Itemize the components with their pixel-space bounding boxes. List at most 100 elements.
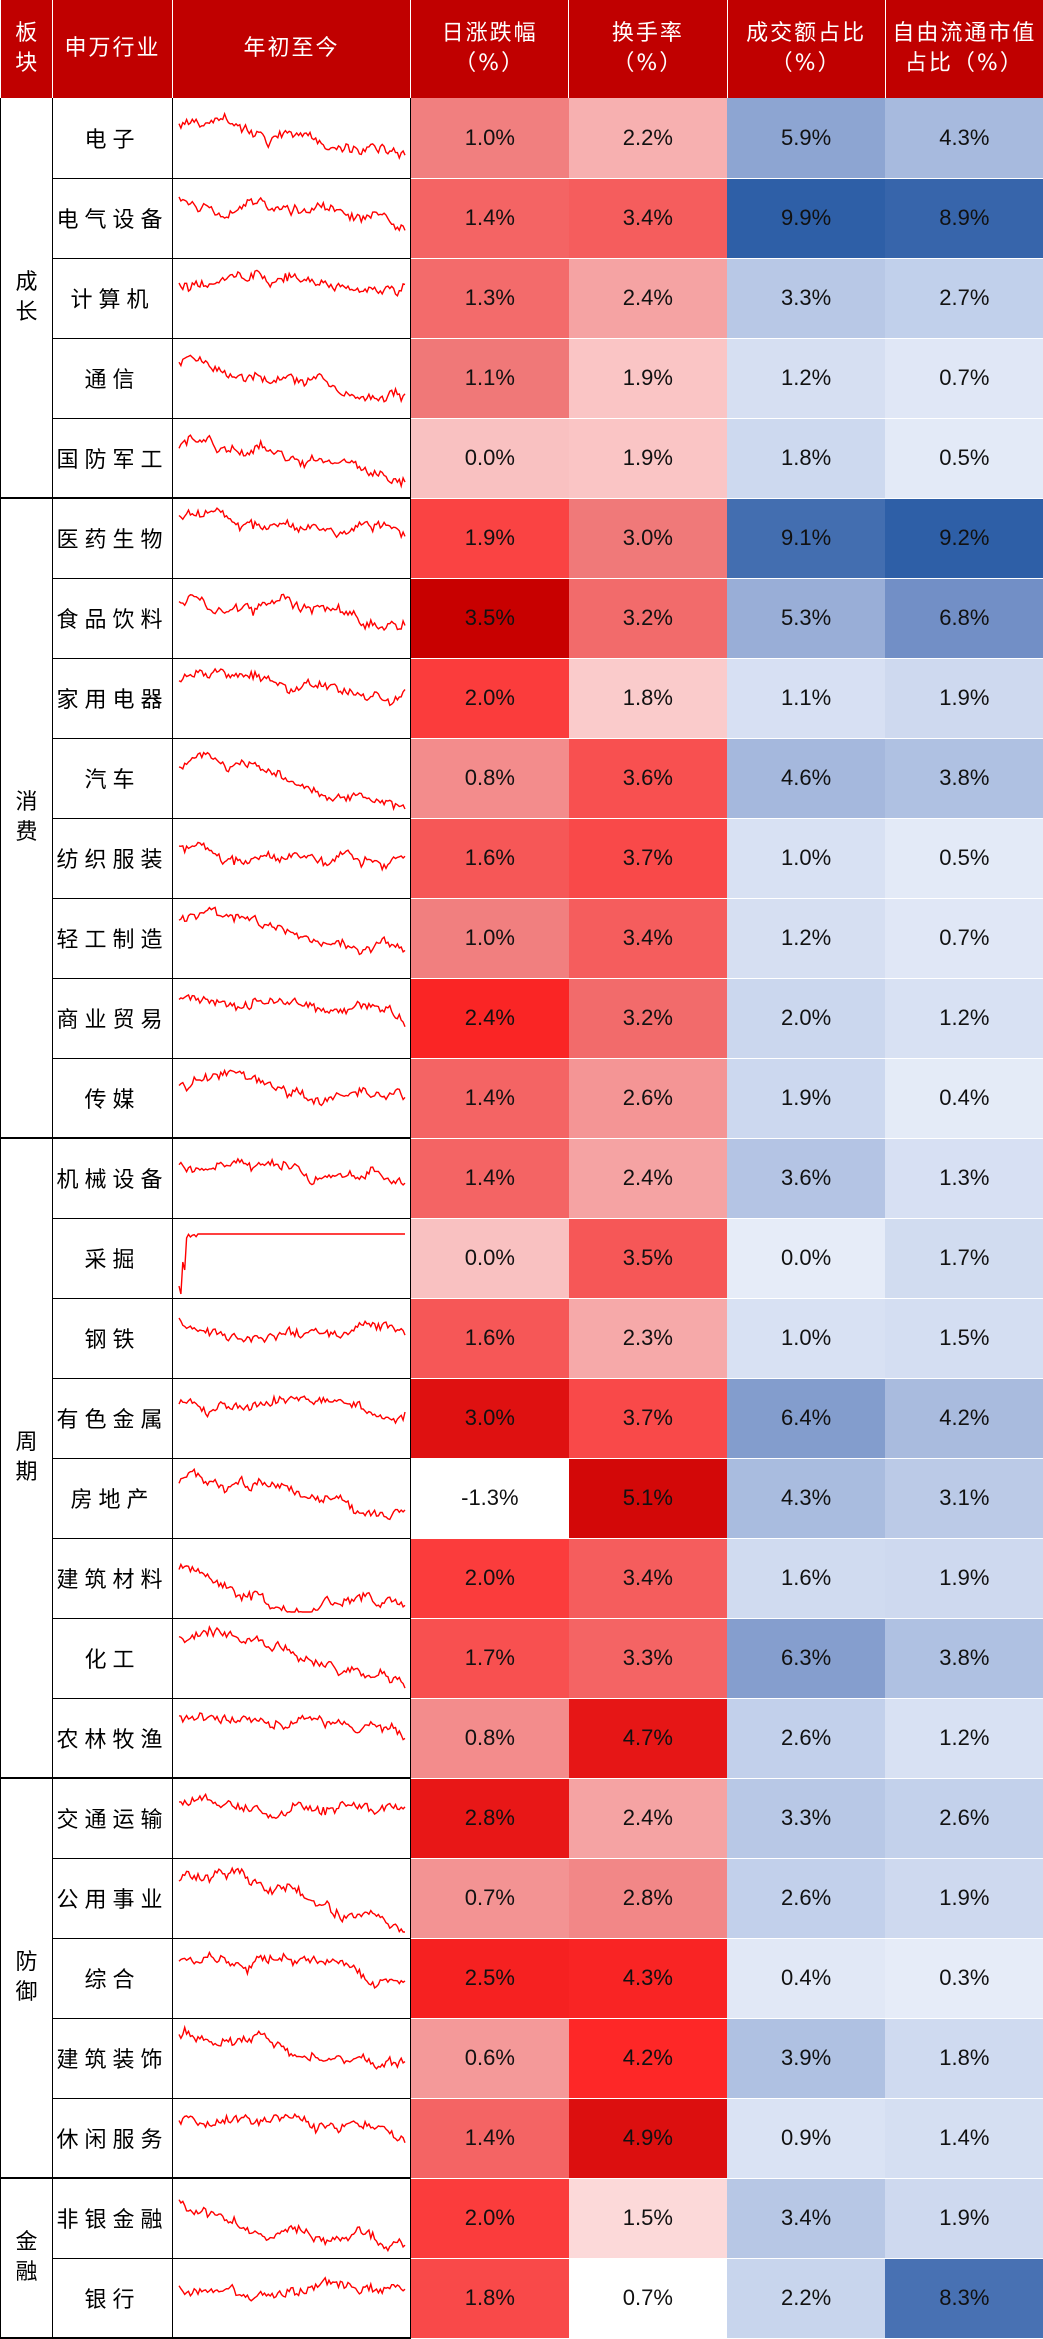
float-cap-share-cell: 2.7% [885, 258, 1043, 339]
ytd-sparkline [172, 1458, 411, 1539]
industry-name: 采掘 [52, 1218, 173, 1299]
header-turnover-line1: 换手率 [611, 21, 684, 46]
sparkline-line [178, 1950, 405, 1990]
ytd-sparkline [172, 1538, 411, 1619]
float-cap-share-cell: 1.9% [885, 658, 1043, 739]
sparkline-line [177, 1232, 405, 1295]
sparkline-svg [177, 196, 406, 232]
sparkline-line [178, 751, 406, 812]
sparkline-svg [178, 906, 405, 956]
volume-share-cell: 5.3% [727, 578, 886, 659]
sparkline-svg [177, 1562, 405, 1613]
daily-change-cell: 1.0% [410, 98, 569, 179]
volume-share-cell: 2.2% [727, 2258, 886, 2339]
turnover-cell: 2.3% [568, 1298, 727, 1379]
turnover-cell: 3.0% [568, 498, 727, 579]
sparkline-svg [178, 507, 406, 540]
volume-share-cell: 3.6% [727, 1138, 886, 1219]
float-cap-share-cell: 1.4% [885, 2098, 1043, 2179]
daily-change-cell: 2.5% [410, 1938, 569, 2019]
sparkline-line [177, 269, 405, 298]
daily-change-cell: 3.5% [410, 578, 569, 659]
sparkline-svg [178, 1625, 406, 1689]
industry-name: 有色金属 [52, 1378, 173, 1459]
header-sector: 板块 [0, 0, 53, 98]
turnover-cell: 3.7% [568, 818, 727, 899]
sparkline-svg [178, 751, 406, 812]
ytd-sparkline [172, 1058, 411, 1139]
sparkline-line [177, 2275, 405, 2302]
float-cap-share-cell: 4.2% [885, 1378, 1043, 1459]
sparkline-svg [178, 1793, 406, 1820]
sparkline-svg [177, 1232, 405, 1295]
daily-change-cell: 1.4% [410, 1138, 569, 1219]
float-cap-share-cell: 1.5% [885, 1298, 1043, 1379]
header-volume-share-line2: （%） [770, 51, 842, 76]
table-row: 消费医药生物 1.9% 3.0% 9.1% 9.2% [0, 498, 1043, 1139]
ytd-sparkline [172, 578, 411, 659]
float-cap-share-cell: 0.7% [885, 338, 1043, 419]
float-cap-share-cell: 8.3% [885, 2258, 1043, 2339]
sector-label: 消费 [0, 498, 53, 1139]
industry-name: 钢铁 [52, 1298, 173, 1379]
float-cap-share-cell: 8.9% [885, 178, 1043, 259]
volume-share-cell: 2.6% [727, 1698, 886, 1779]
sparkline-line [178, 1068, 406, 1107]
sector-name: 金融 [15, 2230, 38, 2285]
volume-share-cell: 0.0% [727, 1218, 886, 1299]
turnover-cell: 0.7% [568, 2258, 727, 2339]
turnover-cell: 3.7% [568, 1378, 727, 1459]
ytd-sparkline [172, 2018, 411, 2099]
industry-name: 商业贸易 [52, 978, 173, 1059]
volume-share-cell: 9.9% [727, 178, 886, 259]
sparkline-line [178, 667, 406, 707]
turnover-cell: 3.5% [568, 1218, 727, 1299]
table-row: 房地产 -1.3% 5.1% 4.3% 3.1% [1, 1458, 1043, 1539]
sparkline-line [177, 433, 406, 489]
table-row: 采掘 0.0% 3.5% 0.0% 1.7% [1, 1218, 1043, 1299]
table-row: 汽车 0.8% 3.6% 4.6% 3.8% [1, 738, 1043, 819]
daily-change-cell: 1.6% [410, 818, 569, 899]
daily-change-cell: 2.4% [410, 978, 569, 1059]
float-cap-share-cell: 3.1% [885, 1458, 1043, 1539]
ytd-sparkline [172, 498, 411, 579]
ytd-sparkline [172, 258, 411, 339]
float-cap-share-cell: 0.5% [885, 818, 1043, 899]
volume-share-cell: 1.6% [727, 1538, 886, 1619]
volume-share-cell: 1.2% [727, 338, 886, 419]
ytd-sparkline [172, 178, 411, 259]
volume-share-cell: 3.9% [727, 2018, 886, 2099]
ytd-sparkline [172, 658, 411, 739]
ytd-sparkline [172, 1778, 411, 1859]
float-cap-share-cell: 0.5% [885, 418, 1043, 499]
turnover-cell: 2.2% [568, 98, 727, 179]
sector-name: 消费 [15, 790, 38, 845]
table-row: 计算机 1.3% 2.4% 3.3% 2.7% [1, 258, 1043, 339]
daily-change-cell: 2.0% [410, 1538, 569, 1619]
table-row: 农林牧渔 0.8% 4.7% 2.6% 1.2% [1, 1698, 1043, 1779]
float-cap-share-cell: 1.8% [885, 2018, 1043, 2099]
sparkline-svg [178, 593, 406, 632]
volume-share-cell: 2.6% [727, 1858, 886, 1939]
table-row: 化工 1.7% 3.3% 6.3% 3.8% [1, 1618, 1043, 1699]
sparkline-line [177, 1317, 406, 1344]
sector-label: 周期 [0, 1138, 53, 1779]
header-float-cap-share-line1: 自由流通市值 [892, 21, 1037, 46]
turnover-cell: 1.8% [568, 658, 727, 739]
sparkline-line [177, 1394, 406, 1425]
sparkline-svg [177, 1467, 405, 1521]
industry-name: 电子 [52, 98, 173, 179]
sector-label: 防御 [0, 1778, 53, 2179]
table-row: 金融非银金融 2.0% 1.5% 3.4% 1.9% [0, 2178, 1043, 2339]
sparkline-line [177, 1157, 405, 1187]
sparkline-line [177, 2024, 405, 2070]
table-row: 传媒 1.4% 2.6% 1.9% 0.4% [1, 1058, 1043, 1139]
header-turnover-line2: （%） [612, 51, 684, 76]
volume-share-cell: 1.9% [727, 1058, 886, 1139]
table-row: 银行 1.8% 0.7% 2.2% 8.3% [1, 2258, 1043, 2339]
ytd-sparkline [172, 1138, 411, 1219]
table-body: 成长电子 1.0% 2.2% 5.9% 4.3% 电气设备 1.4% 3.4% 9.9% 8.9%… [0, 98, 1043, 2339]
sparkline-line [177, 196, 406, 232]
sparkline-svg [177, 111, 406, 160]
daily-change-cell: 2.8% [410, 1778, 569, 1859]
